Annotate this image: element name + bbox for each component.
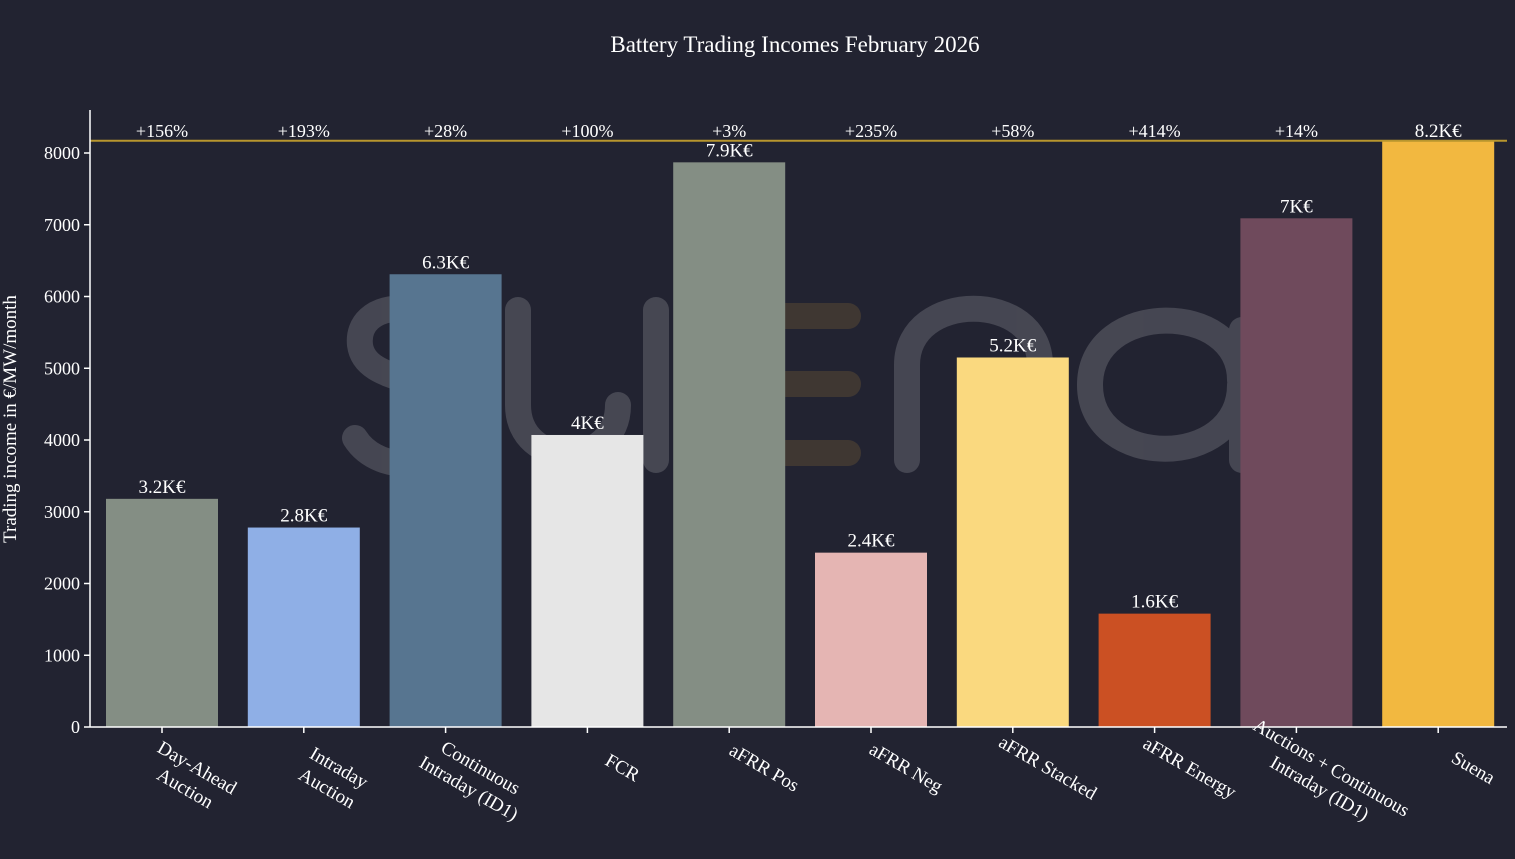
- bar-0: [106, 498, 218, 727]
- x-tick-label-3: FCR: [601, 750, 643, 786]
- delta-label-3: +100%: [561, 121, 613, 141]
- value-label-8: 7K€: [1280, 196, 1313, 217]
- y-tick-label-6: 6000: [44, 287, 80, 307]
- chart-title: Battery Trading Incomes February 2026: [610, 32, 979, 57]
- bar-5: [815, 552, 927, 727]
- delta-label-4: +3%: [712, 121, 746, 141]
- x-tick-label-4: aFRR Pos: [726, 740, 803, 796]
- value-label-4: 7.9K€: [706, 140, 753, 161]
- x-tick-label-9: Suena: [1448, 748, 1499, 790]
- value-label-2: 6.3K€: [422, 252, 469, 273]
- x-tick-label-8: Auctions + ContinuousIntraday (ID1): [1238, 715, 1413, 842]
- x-tick-label-5: aFRR Neg: [866, 739, 947, 798]
- delta-label-5: +235%: [845, 121, 897, 141]
- x-tick-label-0: Day-AheadAuction: [142, 737, 241, 820]
- value-label-0: 3.2K€: [139, 477, 186, 498]
- delta-label-0: +156%: [136, 121, 188, 141]
- value-label-7: 1.6K€: [1131, 592, 1178, 613]
- bar-7: [1098, 613, 1211, 727]
- value-label-9: 8.2K€: [1415, 121, 1462, 142]
- delta-label-6: +58%: [991, 121, 1034, 141]
- delta-label-7: +414%: [1129, 121, 1181, 141]
- x-tick-label-6: aFRR Stacked: [995, 732, 1101, 805]
- bar-1: [247, 527, 360, 727]
- bar-8: [1240, 218, 1353, 728]
- delta-label-1: +193%: [278, 121, 330, 141]
- x-tick-label-7: aFRR Energy: [1139, 733, 1240, 803]
- y-axis-label: Trading income in €/MW/month: [0, 295, 21, 543]
- x-tick-label-1: IntradayAuction: [294, 743, 372, 814]
- delta-label-8: +14%: [1275, 121, 1318, 141]
- bar-3: [531, 434, 644, 727]
- y-tick-label-8: 8000: [44, 143, 80, 163]
- bar-9: [1382, 140, 1495, 728]
- y-tick-label-2: 2000: [44, 574, 80, 594]
- bar-6: [956, 357, 1069, 727]
- y-tick-label-0: 0: [71, 717, 80, 737]
- y-tick-label-1: 1000: [44, 645, 80, 665]
- value-label-3: 4K€: [571, 413, 604, 434]
- delta-label-2: +28%: [424, 121, 467, 141]
- y-tick-label-3: 3000: [44, 502, 80, 522]
- x-tick-label-2: ContinuousIntraday (ID1): [415, 732, 533, 826]
- value-label-1: 2.8K€: [280, 506, 327, 527]
- bar-2: [389, 274, 502, 727]
- y-tick-label-5: 5000: [44, 358, 80, 378]
- y-tick-label-4: 4000: [44, 430, 80, 450]
- y-tick-label-7: 7000: [44, 215, 80, 235]
- value-label-6: 5.2K€: [989, 335, 1036, 356]
- value-label-5: 2.4K€: [848, 531, 895, 552]
- bar-4: [673, 162, 786, 727]
